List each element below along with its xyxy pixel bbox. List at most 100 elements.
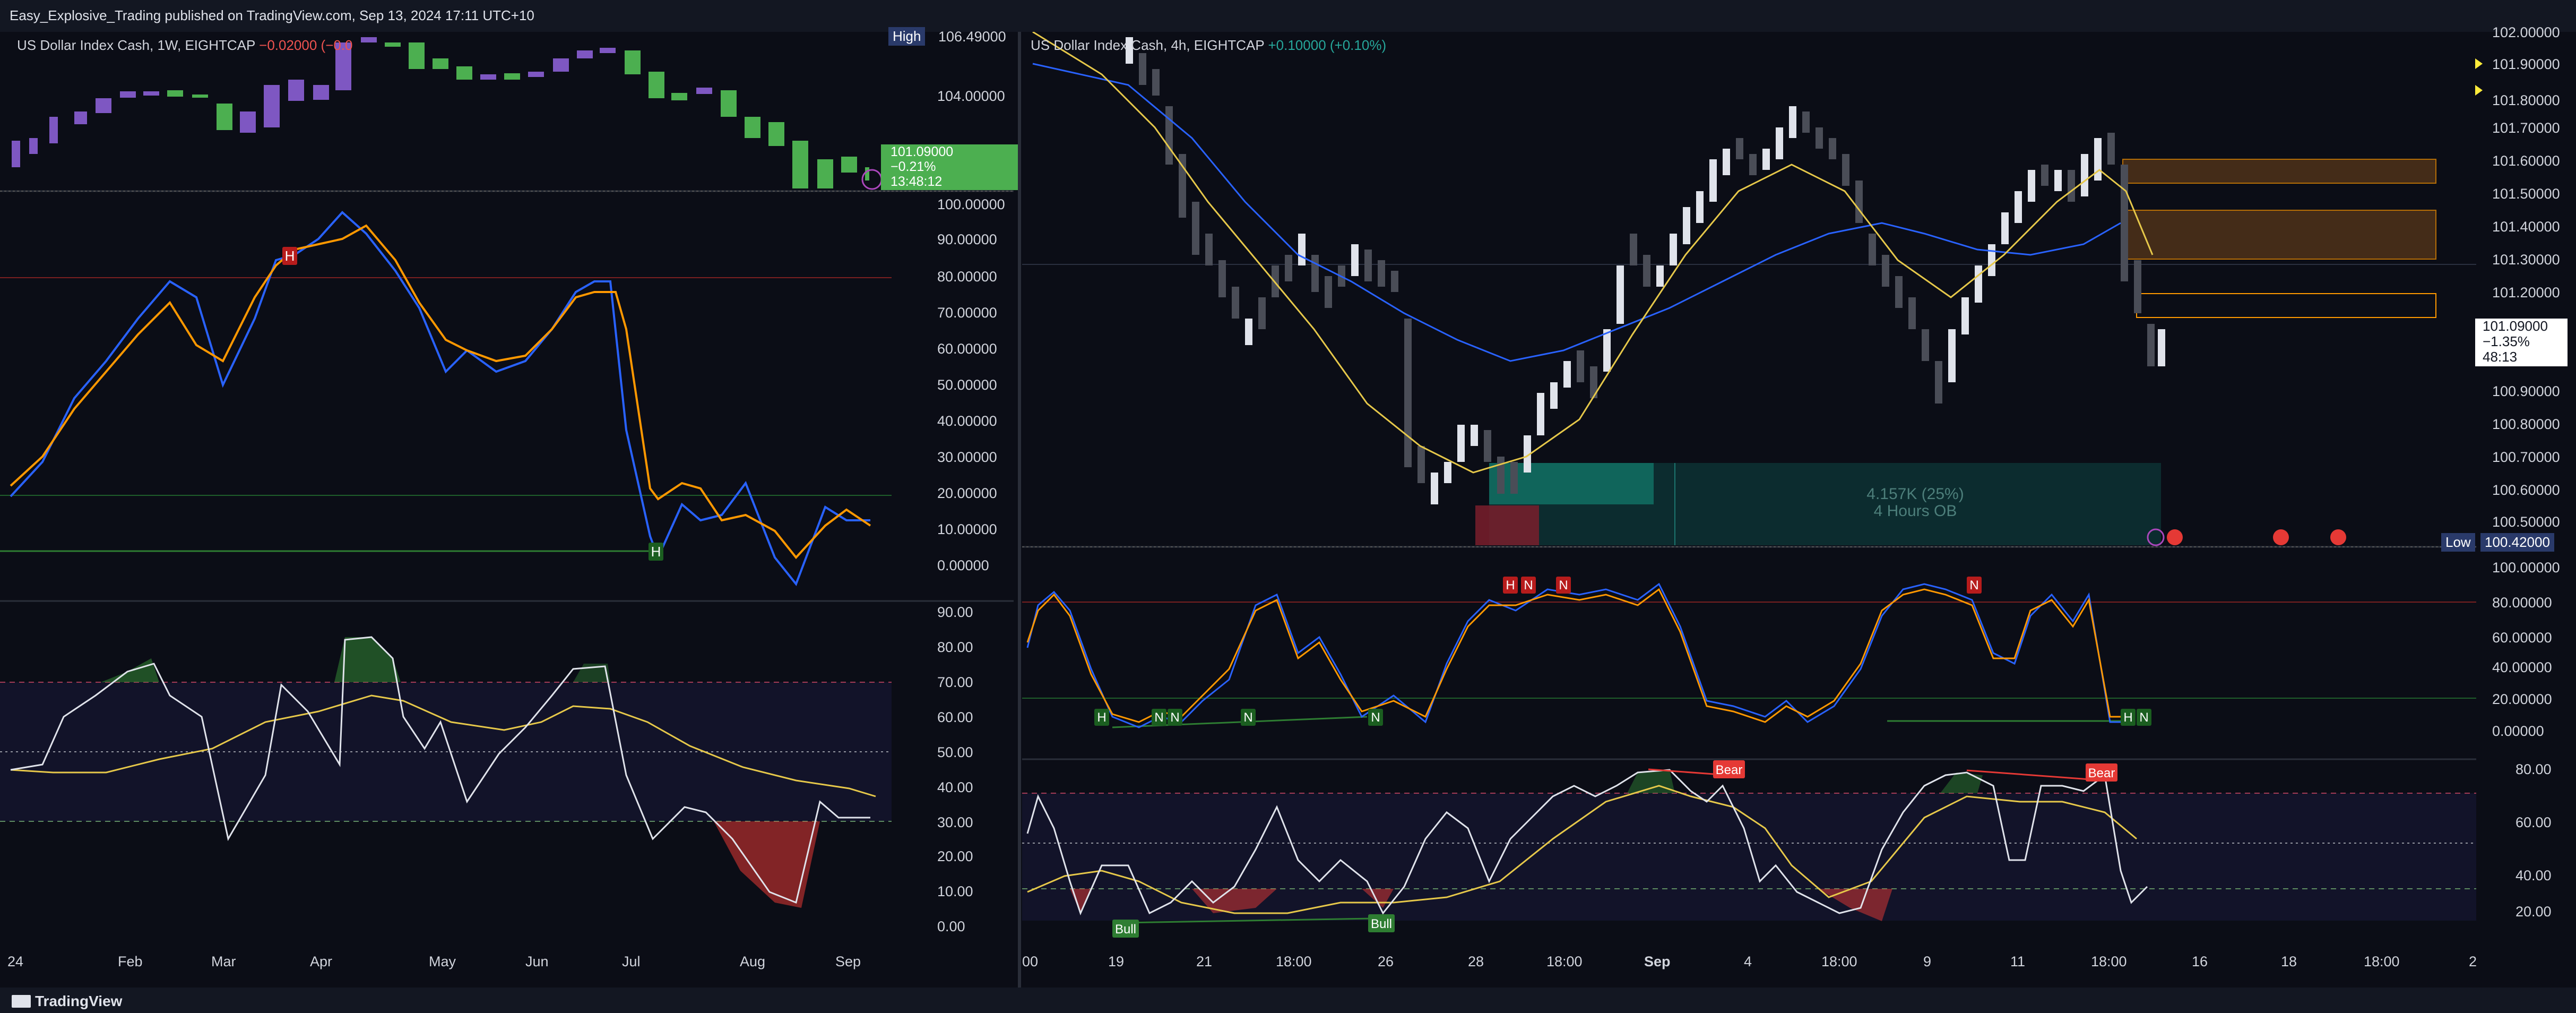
right-price-tag-countdown: 48:13 <box>2483 349 2518 365</box>
candle <box>671 93 687 100</box>
left-symbol-legend[interactable]: US Dollar Index Cash, 1W, EIGHTCAP −0.02… <box>17 37 353 54</box>
right-chart-canvas[interactable]: 4.157K (25%) 4 Hours OB <box>1022 31 2576 988</box>
candle <box>167 90 183 97</box>
stoch-n-marker-label: N <box>1969 578 1978 593</box>
price-tick: 102.00000 <box>2492 24 2560 40</box>
candle <box>553 58 569 72</box>
time-tick: Feb <box>118 954 143 969</box>
candle <box>1391 271 1398 292</box>
right-low-text: Low <box>2445 534 2471 550</box>
footer-bar <box>0 988 2576 1013</box>
left-price-tag-countdown: 13:48:12 <box>891 174 943 189</box>
candle <box>1961 297 1969 334</box>
right-symbol-legend[interactable]: US Dollar Index Cash, 4h, EIGHTCAP +0.10… <box>1031 37 1386 54</box>
candle <box>2001 212 2009 244</box>
candle <box>1948 329 1956 382</box>
rsi-ob-fill <box>334 637 401 682</box>
candle <box>792 141 808 188</box>
rsi-os-fill <box>1192 889 1277 913</box>
candle <box>1510 462 1518 494</box>
stoch-n-marker <box>1241 709 1256 726</box>
time-tick: 18:00 <box>1821 954 1857 969</box>
stoch-h-marker-label: H <box>2123 710 2132 725</box>
candle <box>1205 234 1213 265</box>
stoch-tick: 20.00000 <box>937 485 997 501</box>
candle <box>1497 457 1505 494</box>
stoch-h-marker <box>1503 577 1518 594</box>
stoch-tick: 90.00000 <box>937 231 997 247</box>
candle <box>1855 181 1863 223</box>
candle <box>1325 276 1332 308</box>
candle <box>1869 234 1876 265</box>
candle <box>192 95 208 98</box>
rsi-tick: 0.00 <box>937 918 965 934</box>
candle <box>528 72 544 77</box>
candle <box>2107 133 2115 165</box>
stoch-n-marker-label: N <box>1559 578 1568 593</box>
candle <box>1351 244 1359 276</box>
left-chart-canvas[interactable]: H H <box>0 32 1019 988</box>
candle <box>1192 202 1199 255</box>
stoch-tick: 100.00000 <box>2492 560 2560 576</box>
time-tick: 18 <box>2281 954 2297 969</box>
time-tick: 18:00 <box>1276 954 1312 969</box>
alert-flag-icon[interactable] <box>2475 58 2483 69</box>
right-chart-panel[interactable]: 4.157K (25%) 4 Hours OB <box>1022 31 2576 988</box>
rsi-tick: 70.00 <box>937 674 973 690</box>
time-tick: 28 <box>1468 954 1484 969</box>
alert-flag-icon[interactable] <box>2475 85 2483 96</box>
bull-divergence-line <box>1122 917 1373 924</box>
bull-label: Bull <box>1371 917 1392 931</box>
price-tick: 101.70000 <box>2492 120 2560 136</box>
weekly-candles <box>12 37 869 188</box>
candle <box>1789 106 1796 138</box>
bear-label-box <box>1713 760 1745 778</box>
time-tick: 24 <box>7 954 24 969</box>
ma-short-line <box>1032 31 2154 474</box>
time-tick: May <box>429 954 456 969</box>
candle <box>1165 106 1173 165</box>
candle <box>2147 324 2155 366</box>
candle <box>1126 37 1133 64</box>
stoch-h-marker <box>2121 709 2136 726</box>
candle <box>817 159 833 188</box>
us-flag-icon <box>2167 529 2183 545</box>
stoch-high-marker-label: H <box>285 248 295 264</box>
candle <box>721 90 737 117</box>
panel-divider[interactable] <box>1018 32 1021 988</box>
candle <box>1603 329 1611 372</box>
left-change: −0.02000 (−0.0 <box>259 37 353 53</box>
time-tick: 16 <box>2192 954 2208 969</box>
left-chart-panel[interactable]: H H US Dollar Index Cash, 1W, EIGHTCAP −… <box>0 32 1019 988</box>
price-tick: 101.50000 <box>2492 186 2560 202</box>
candle <box>2081 154 2088 196</box>
time-tick: Sep <box>1644 954 1671 969</box>
left-price-tag-change: −0.21% <box>891 159 936 174</box>
candle <box>335 42 351 90</box>
candle <box>1431 473 1438 504</box>
candle <box>1404 319 1412 467</box>
candle <box>1829 138 1836 159</box>
candle <box>1537 393 1544 435</box>
rsi-tick: 40.00 <box>2516 868 2552 883</box>
stoch-tick: 0.00000 <box>2492 723 2544 739</box>
candle <box>1670 234 1677 265</box>
time-tick: 19 <box>1108 954 1125 969</box>
candle <box>2068 170 2075 202</box>
rsi-tick: 60.00 <box>937 709 973 725</box>
time-tick: Apr <box>310 954 333 969</box>
stoch-tick: 70.00000 <box>937 305 997 321</box>
time-tick: 11 <box>2010 954 2026 969</box>
candle <box>1457 425 1465 462</box>
stoch-n-marker <box>1556 577 1571 594</box>
tradingview-logo[interactable]: TradingView <box>12 993 122 1010</box>
candle <box>288 80 304 101</box>
time-tick: 18:00 <box>1546 954 1583 969</box>
candle <box>504 73 520 80</box>
right-low-label: Low <box>2441 533 2475 552</box>
candle <box>1709 159 1717 202</box>
time-tick: 4 <box>1744 954 1752 969</box>
candle <box>1762 149 1770 170</box>
price-tick: 100.80000 <box>2492 416 2560 432</box>
stoch-tick: 80.00000 <box>937 269 997 285</box>
